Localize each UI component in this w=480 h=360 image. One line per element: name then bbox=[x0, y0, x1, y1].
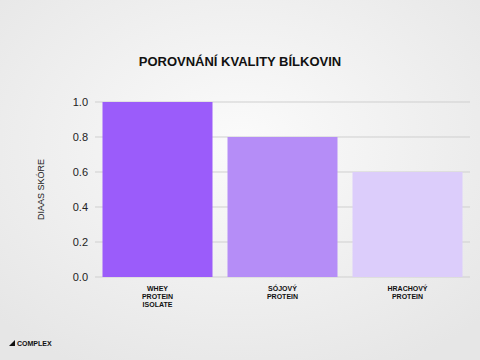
brand-icon bbox=[9, 340, 15, 346]
label-line: HRACHOVÝ bbox=[387, 284, 427, 292]
bars bbox=[103, 102, 463, 277]
background bbox=[0, 0, 480, 360]
label-line: WHEY bbox=[147, 285, 168, 292]
bar bbox=[103, 102, 213, 277]
label-line: PROTEIN bbox=[392, 293, 423, 300]
chart: POROVNÁNÍ KVALITY BÍLKOVIN 0.0 0.2 0.4 0.6 0.… bbox=[0, 0, 480, 360]
y-tick-label: 0.8 bbox=[73, 131, 88, 143]
x-tick-label: HRACHOVÝPROTEIN bbox=[387, 284, 427, 300]
brand: COMPLEX bbox=[9, 340, 52, 347]
y-tick-label: 0.4 bbox=[73, 201, 88, 213]
y-axis-label: DIAAS SKÓRE bbox=[36, 159, 46, 220]
x-tick-label: WHEYPROTEINISOLATE bbox=[142, 285, 173, 308]
y-tick-label: 0.0 bbox=[73, 271, 88, 283]
title: POROVNÁNÍ KVALITY BÍLKOVIN bbox=[139, 54, 341, 69]
y-tick-label: 1.0 bbox=[73, 96, 88, 108]
y-tick-label: 0.6 bbox=[73, 166, 88, 178]
y-tick-label: 0.2 bbox=[73, 236, 88, 248]
label-line: PROTEIN bbox=[267, 293, 298, 300]
x-tick-label: SÓJOVÝPROTEIN bbox=[267, 284, 298, 300]
label-line: ISOLATE bbox=[143, 301, 173, 308]
label-line: PROTEIN bbox=[142, 293, 173, 300]
label-line: SÓJOVÝ bbox=[268, 284, 297, 292]
brand-text: COMPLEX bbox=[17, 340, 52, 347]
bar bbox=[353, 172, 463, 277]
bar bbox=[228, 137, 338, 277]
